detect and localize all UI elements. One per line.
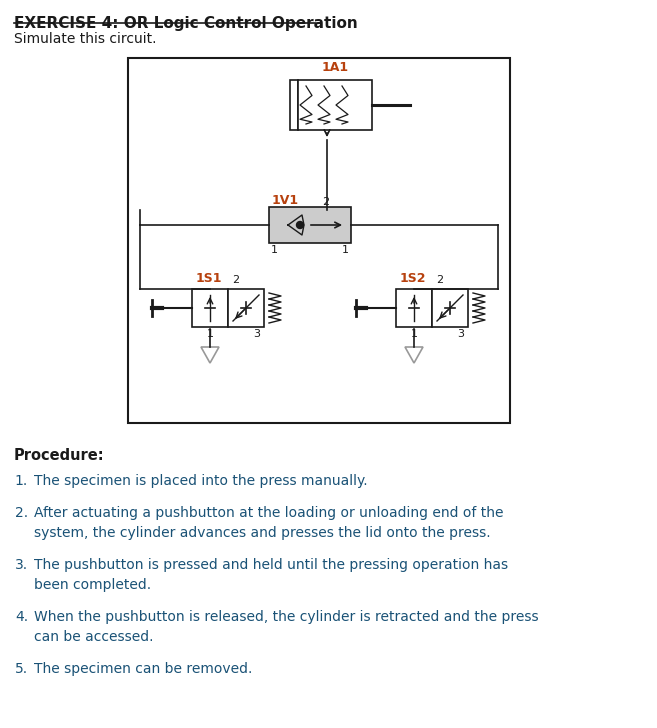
Text: been completed.: been completed. xyxy=(34,578,151,592)
Text: 1V1: 1V1 xyxy=(272,194,299,207)
Text: After actuating a pushbutton at the loading or unloading end of the: After actuating a pushbutton at the load… xyxy=(34,506,503,520)
Text: 3: 3 xyxy=(254,329,260,339)
Text: 2.: 2. xyxy=(15,506,28,520)
Text: Procedure:: Procedure: xyxy=(14,448,104,463)
Polygon shape xyxy=(405,347,423,363)
Text: 2: 2 xyxy=(436,275,443,285)
Text: The pushbutton is pressed and held until the pressing operation has: The pushbutton is pressed and held until… xyxy=(34,558,508,572)
Bar xyxy=(298,80,372,130)
Text: 2: 2 xyxy=(322,197,329,207)
Text: 1S2: 1S2 xyxy=(400,272,426,285)
Circle shape xyxy=(296,221,304,229)
Text: The specimen is placed into the press manually.: The specimen is placed into the press ma… xyxy=(34,474,368,488)
Text: EXERCISE 4: OR Logic Control Operation: EXERCISE 4: OR Logic Control Operation xyxy=(14,16,358,31)
Text: 1: 1 xyxy=(411,329,417,339)
Text: 1A1: 1A1 xyxy=(321,61,349,74)
Bar xyxy=(128,58,510,423)
Polygon shape xyxy=(201,347,219,363)
Text: 1: 1 xyxy=(206,329,214,339)
Text: 1: 1 xyxy=(271,245,278,255)
Text: 1: 1 xyxy=(342,245,349,255)
Text: 4.: 4. xyxy=(15,610,28,624)
Text: The specimen can be removed.: The specimen can be removed. xyxy=(34,662,252,676)
Text: Simulate this circuit.: Simulate this circuit. xyxy=(14,32,156,46)
Bar xyxy=(192,289,228,327)
Bar xyxy=(396,289,432,327)
Text: When the pushbutton is released, the cylinder is retracted and the press: When the pushbutton is released, the cyl… xyxy=(34,610,539,624)
Bar xyxy=(269,207,351,243)
Text: 3: 3 xyxy=(457,329,464,339)
Bar xyxy=(432,289,468,327)
Text: 1S1: 1S1 xyxy=(196,272,223,285)
Bar xyxy=(228,289,264,327)
Text: 3.: 3. xyxy=(15,558,28,572)
Text: 2: 2 xyxy=(232,275,239,285)
Bar xyxy=(290,80,298,130)
Text: 5.: 5. xyxy=(15,662,28,676)
Text: 1.: 1. xyxy=(14,474,28,488)
Text: system, the cylinder advances and presses the lid onto the press.: system, the cylinder advances and presse… xyxy=(34,526,491,540)
Text: can be accessed.: can be accessed. xyxy=(34,630,154,644)
